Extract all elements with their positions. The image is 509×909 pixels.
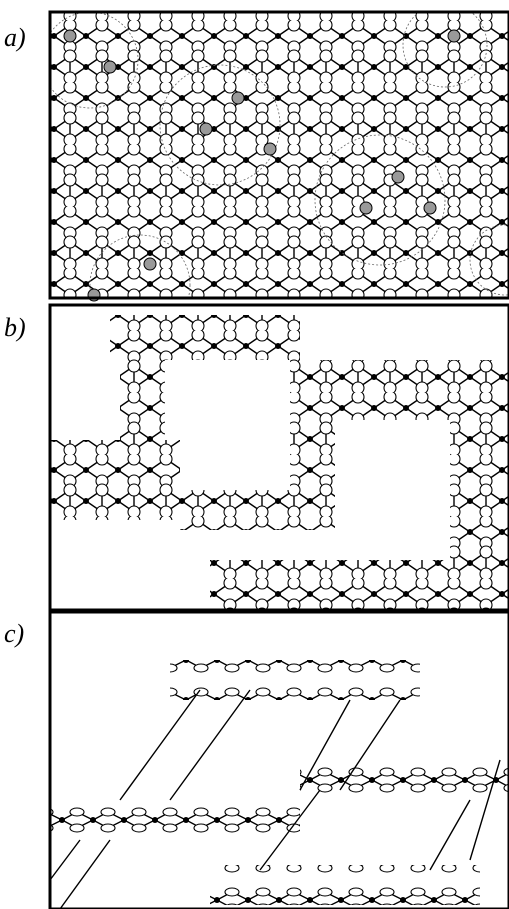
panel-frame xyxy=(48,610,509,909)
highlight-rings xyxy=(50,12,509,298)
shaded-atoms xyxy=(63,29,461,302)
panel-frame xyxy=(48,10,509,300)
panel-label: c) xyxy=(4,619,24,648)
panel-frame xyxy=(48,303,509,612)
panel-label: b) xyxy=(4,313,26,342)
lattice-fragments xyxy=(50,315,509,610)
panel-label: a) xyxy=(4,23,26,52)
lattice-fragments xyxy=(50,660,509,909)
lattice xyxy=(50,12,509,298)
